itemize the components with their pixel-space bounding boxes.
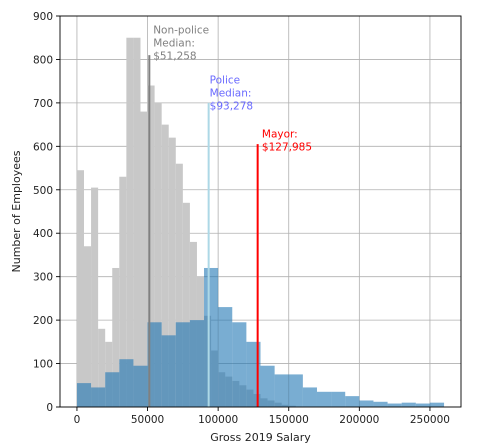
- police-median-label: Police Median: $93,278: [210, 74, 253, 112]
- y-tick-label: 700: [33, 98, 53, 110]
- police-bar: [288, 374, 303, 407]
- non-police-bar: [140, 111, 148, 408]
- police-bar: [387, 403, 402, 407]
- axis-ticks: 0 50000 100000 150000 200000 250000 0 100 200 300…: [33, 11, 450, 426]
- non-police-bar: [175, 163, 183, 407]
- police-median-label-line: Median:: [210, 87, 252, 99]
- non-police-bar: [98, 328, 106, 407]
- non-police-bar: [112, 267, 120, 407]
- police-bar: [401, 402, 416, 407]
- x-tick-label: 200000: [339, 414, 379, 426]
- non-police-median-label: Non-police Median: $51,258: [153, 24, 209, 62]
- non-police-median-label-line: Median:: [153, 37, 195, 49]
- y-tick-label: 500: [33, 185, 53, 197]
- police-bar: [331, 391, 346, 407]
- y-tick-label: 600: [33, 141, 53, 153]
- police-bar: [105, 372, 120, 407]
- x-axis-label: Gross 2019 Salary: [210, 431, 311, 444]
- police-bar: [415, 403, 430, 407]
- police-bar: [359, 400, 374, 407]
- non-police-bar: [154, 102, 162, 407]
- x-tick-label: 0: [74, 414, 81, 426]
- police-bar: [133, 365, 148, 407]
- plot-frame: [59, 15, 462, 408]
- police-bar: [91, 387, 106, 407]
- police-bar: [302, 387, 317, 407]
- x-tick-label: 250000: [410, 414, 450, 426]
- y-tick-label: 400: [33, 228, 53, 240]
- y-tick-label: 0: [46, 402, 53, 414]
- y-tick-label: 200: [33, 315, 53, 327]
- non-police-bar: [168, 137, 176, 407]
- police-bar: [76, 383, 92, 407]
- police-bar: [189, 320, 205, 407]
- non-police-bar: [119, 176, 127, 407]
- police-bar: [175, 322, 190, 407]
- police-bar: [218, 307, 233, 407]
- police-bar: [232, 322, 247, 407]
- non-police-bar: [84, 246, 92, 407]
- mayor-label-line: $127,985: [262, 142, 312, 154]
- y-tick-label: 300: [33, 272, 53, 284]
- police-bar: [260, 365, 275, 407]
- police-median-label-line: Police: [210, 74, 240, 86]
- non-police-bar: [91, 187, 99, 407]
- police-bar: [429, 402, 445, 407]
- non-police-bar: [147, 85, 155, 407]
- police-bar: [147, 322, 162, 407]
- y-axis-label: Number of Employees: [10, 150, 23, 272]
- x-tick-label: 100000: [198, 414, 238, 426]
- reference-lines: [148, 55, 259, 407]
- non-police-bar: [133, 37, 141, 407]
- histogram-bars: [76, 37, 445, 408]
- police-bar: [161, 335, 176, 407]
- mayor-label: Mayor: $127,985: [262, 129, 312, 154]
- police-bar: [274, 374, 289, 407]
- axes-frame: [59, 15, 462, 408]
- x-tick-label: 150000: [269, 414, 309, 426]
- mayor-label-line: Mayor:: [262, 129, 298, 141]
- y-tick-label: 800: [33, 54, 53, 66]
- police-bar: [119, 359, 134, 407]
- non-police-bar: [161, 124, 169, 407]
- non-police-bar: [76, 170, 85, 407]
- non-police-median-label-line: $51,258: [153, 50, 196, 62]
- x-tick-label: 50000: [131, 414, 164, 426]
- y-tick-label: 900: [33, 11, 53, 23]
- non-police-median-label-line: Non-police: [153, 24, 209, 36]
- police-bar: [373, 401, 388, 407]
- non-police-bar: [126, 37, 134, 407]
- non-police-bar: [182, 202, 190, 407]
- police-bar: [345, 396, 360, 407]
- police-bar: [316, 391, 332, 407]
- y-tick-label: 100: [33, 359, 53, 371]
- police-bar: [204, 267, 219, 407]
- police-median-label-line: $93,278: [210, 100, 253, 112]
